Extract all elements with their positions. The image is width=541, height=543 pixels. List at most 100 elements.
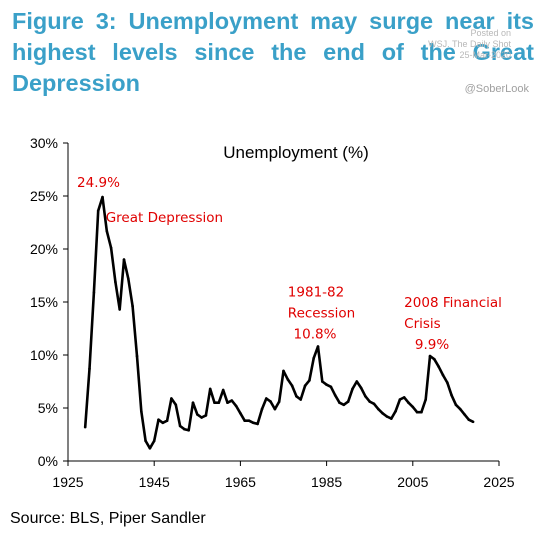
data-point	[342, 403, 346, 407]
data-point	[88, 367, 91, 371]
annotation-label: 9.9%	[415, 337, 449, 353]
chart-series	[83, 195, 475, 450]
chart-axes: 0% 5% 10% 15% 20% 25% 30% 1925 1945 1965 1985 2005 2…	[30, 135, 515, 490]
data-point	[329, 385, 333, 389]
annotation-label: Crisis	[404, 316, 441, 332]
data-point	[127, 277, 130, 281]
x-tick-label: 1985	[311, 474, 342, 490]
data-point	[290, 384, 294, 388]
data-point	[265, 397, 268, 400]
data-point	[122, 258, 126, 261]
data-point	[372, 402, 376, 406]
data-point	[407, 401, 410, 405]
data-point	[355, 380, 359, 383]
data-point	[183, 427, 186, 431]
data-point	[269, 400, 272, 403]
data-point	[282, 369, 285, 373]
data-point	[157, 418, 160, 422]
data-point	[213, 401, 216, 405]
data-point	[454, 403, 458, 407]
data-point	[299, 398, 303, 401]
data-point	[109, 246, 113, 250]
data-point	[239, 412, 242, 415]
data-point	[308, 379, 311, 382]
data-point	[178, 424, 182, 428]
data-point	[131, 304, 134, 308]
data-point	[428, 354, 432, 358]
annotation-label: 24.9%	[77, 175, 120, 191]
data-point	[140, 409, 143, 413]
data-point	[144, 439, 147, 443]
data-point	[174, 403, 178, 407]
x-tick-label: 1965	[225, 474, 256, 490]
data-point	[420, 410, 423, 414]
data-point	[321, 380, 324, 383]
data-point	[252, 421, 255, 425]
data-point	[165, 419, 169, 423]
data-point	[415, 410, 419, 414]
data-point	[346, 400, 350, 403]
data-point	[191, 401, 195, 405]
data-point	[148, 447, 152, 450]
watermark-line: WSJ. The Daily Shot	[428, 39, 511, 49]
data-point	[208, 387, 212, 391]
annotation-label: Recession	[288, 306, 355, 322]
data-point	[338, 401, 341, 405]
author-handle: @SoberLook	[464, 83, 529, 95]
watermark: Posted on WSJ. The Daily Shot 25-Mar-202…	[428, 28, 511, 61]
x-tick-label: 1945	[139, 474, 170, 490]
x-tick-label: 1925	[52, 474, 83, 490]
data-point	[398, 398, 402, 401]
watermark-line: 25-Mar-2020	[459, 50, 511, 60]
data-point	[273, 407, 277, 411]
data-point	[114, 280, 117, 284]
y-tick-label: 0%	[38, 453, 58, 469]
chart-annotations: 24.9% Great Depression 1981-82 Recession 10.…	[77, 175, 502, 353]
data-point	[83, 425, 87, 429]
data-point	[377, 407, 380, 411]
data-point	[458, 407, 462, 411]
y-tick-label: 30%	[30, 135, 58, 151]
data-point	[221, 388, 225, 392]
y-tick-label: 10%	[30, 347, 58, 363]
data-point	[200, 416, 203, 419]
data-point	[433, 357, 436, 361]
y-tick-label: 5%	[38, 400, 58, 416]
data-point	[152, 439, 156, 443]
data-point	[364, 395, 367, 398]
data-point	[247, 419, 251, 423]
data-point	[118, 308, 121, 311]
data-point	[243, 419, 246, 423]
x-tick-label: 2005	[397, 474, 428, 490]
y-tick-label: 20%	[30, 241, 58, 257]
annotation-label: 1981-82	[288, 284, 344, 300]
data-point	[295, 395, 298, 398]
data-point	[463, 413, 466, 416]
data-point	[286, 378, 290, 381]
data-point	[105, 229, 109, 233]
data-point	[204, 414, 208, 417]
data-point	[333, 394, 337, 397]
data-point	[196, 413, 199, 416]
data-point	[394, 409, 397, 413]
data-point	[217, 401, 221, 405]
data-point	[411, 405, 415, 409]
data-point	[385, 415, 389, 418]
data-point	[92, 291, 96, 294]
data-point	[312, 356, 316, 360]
data-point	[424, 398, 428, 401]
data-point	[96, 209, 100, 213]
data-point	[450, 394, 453, 397]
data-point	[446, 381, 449, 384]
data-point	[101, 195, 104, 199]
data-point	[368, 400, 372, 403]
data-point	[256, 422, 259, 426]
figure-headline: Figure 3: Unemployment may surge near it…	[12, 8, 534, 96]
data-point	[359, 386, 363, 390]
data-point	[381, 412, 384, 415]
data-point	[402, 396, 406, 399]
data-point	[187, 429, 190, 432]
data-point	[325, 383, 328, 387]
